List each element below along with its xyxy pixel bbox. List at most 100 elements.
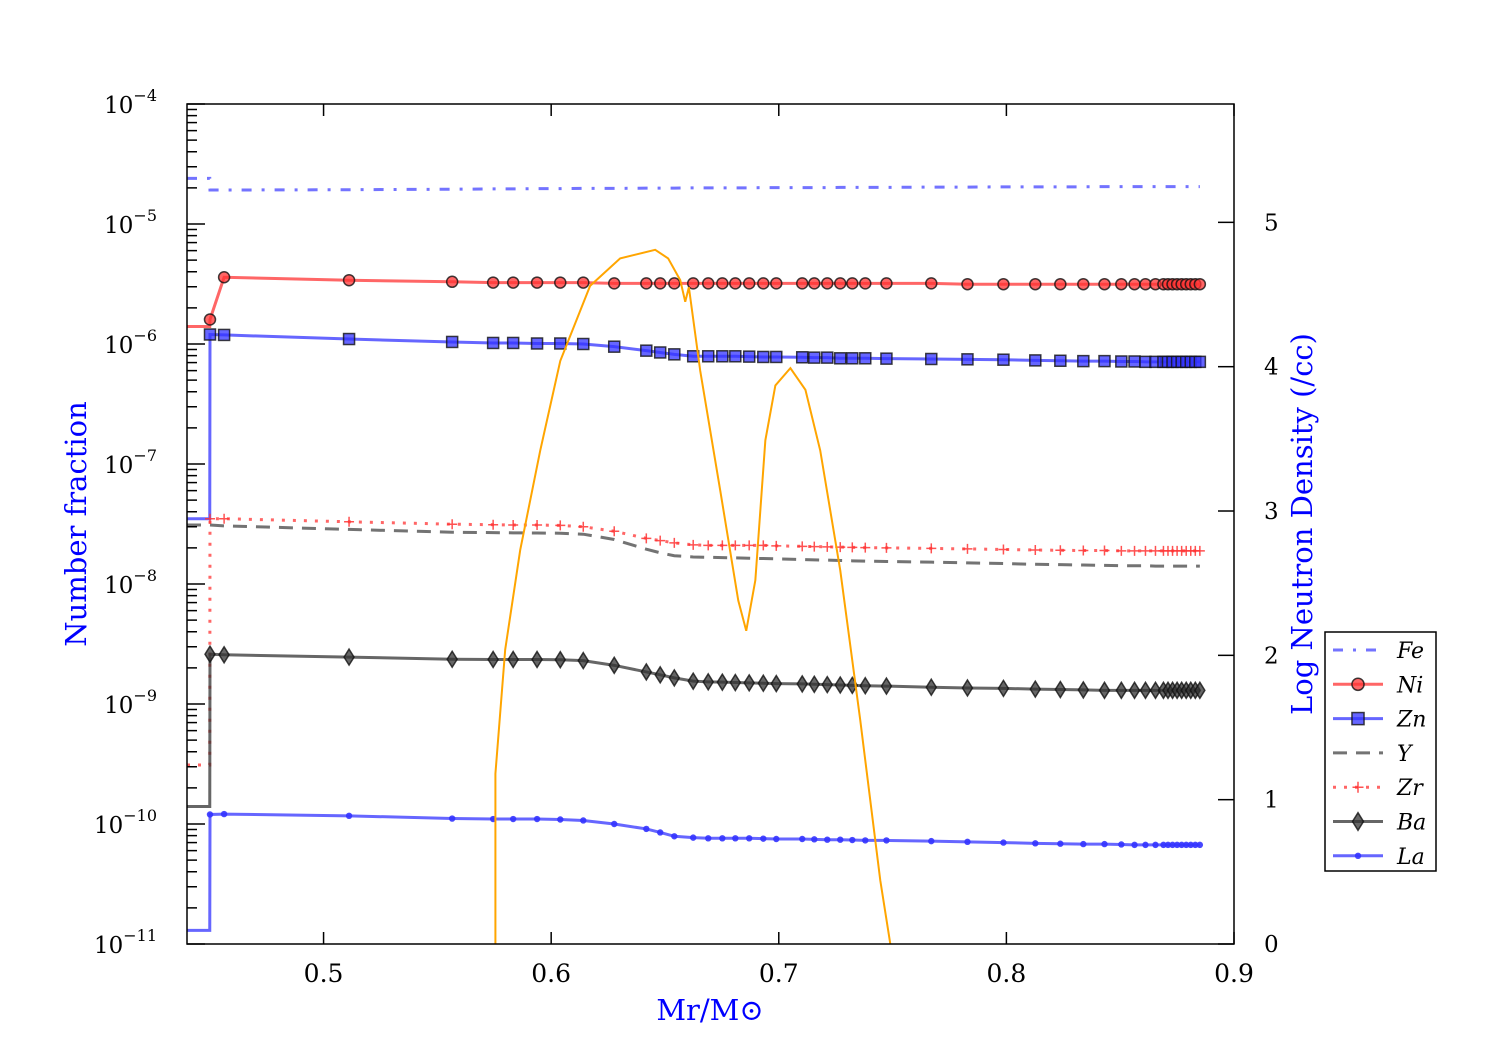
x-tick-label: 0.8 [987, 959, 1027, 988]
legend-marker [1352, 781, 1364, 793]
y-tick-label: 10−7 [104, 446, 157, 479]
tick-labels: 0.5 0.6 0.7 0.8 0.9 10−4 10−5 10−6 10−7 10−8 10−9 1… [94, 86, 1279, 988]
data-point-ba [925, 677, 938, 697]
data-point-zr [532, 520, 543, 531]
data-point-ni [833, 277, 847, 290]
data-point-zr [204, 513, 215, 524]
legend-label: Zr [1396, 776, 1424, 801]
data-point-ba [487, 650, 500, 669]
data-point-zn [640, 344, 653, 357]
data-point-zn [1128, 355, 1141, 368]
data-point-la [656, 829, 664, 836]
data-point-zn [653, 346, 667, 359]
data-point-zr [609, 526, 620, 537]
data-point-ba [554, 650, 567, 670]
data-point-ba [808, 674, 821, 694]
data-point-zr [669, 537, 680, 548]
data-point-zn [701, 350, 715, 363]
legend-item-ni: Ni [1333, 673, 1423, 698]
data-point-ni [1098, 277, 1111, 291]
data-point-la [928, 837, 935, 845]
legend-item-fe: Fe [1333, 639, 1424, 664]
series-markers [203, 270, 1207, 849]
data-point-la [837, 836, 844, 843]
data-point-ba [446, 649, 459, 669]
data-point-zr [809, 541, 820, 552]
data-point-la [773, 835, 780, 843]
data-point-zn [961, 353, 974, 366]
data-point-ba [1098, 680, 1111, 700]
data-point-zr [555, 520, 566, 531]
data-point-ni [1029, 277, 1042, 291]
legend: Fe Ni Zn Y Zr Ba La [1324, 631, 1437, 872]
data-point-ni [1128, 277, 1141, 291]
data-point-la [206, 811, 214, 818]
data-point-ni [742, 277, 756, 290]
data-point-ni [770, 277, 783, 290]
data-point-la [611, 820, 618, 828]
data-point-ba [218, 645, 230, 665]
data-point-zr [1140, 545, 1151, 556]
data-point-ni [961, 277, 974, 291]
data-point-zn [770, 350, 783, 364]
data-point-la [799, 835, 806, 843]
data-point-ba [961, 678, 974, 698]
data-point-ni [1193, 277, 1207, 291]
data-point-ba [821, 675, 834, 695]
data-point-la [557, 816, 564, 823]
data-point-ba [796, 674, 809, 694]
legend-item-zn: Zn [1333, 708, 1426, 733]
data-point-ni [808, 277, 821, 290]
legend-item-ba: Ba [1333, 811, 1426, 836]
data-point-la [964, 838, 971, 846]
data-point-zn [821, 351, 834, 364]
data-point-la [1131, 841, 1138, 849]
data-point-zn [846, 352, 859, 365]
data-point-la [811, 836, 818, 843]
y-tick-label: 10−5 [104, 206, 157, 239]
data-point-la [1101, 840, 1108, 848]
data-point-ni [859, 277, 872, 290]
data-point-la [745, 835, 753, 842]
data-point-zr [1030, 545, 1041, 556]
data-point-zn [833, 352, 847, 365]
data-point-la [1000, 839, 1007, 846]
data-point-ni [607, 277, 621, 290]
data-point-zn [716, 350, 729, 363]
data-point-zr [881, 542, 892, 553]
data-point-zn [203, 328, 217, 341]
data-point-zr [962, 543, 973, 554]
data-point-la [1183, 841, 1190, 849]
data-point-zn [859, 352, 872, 365]
x-tick-label: 0.5 [304, 959, 344, 988]
data-point-zr [1129, 545, 1140, 556]
data-point-zn [1029, 354, 1042, 367]
data-point-zr [1078, 545, 1089, 556]
data-point-zn [607, 340, 621, 353]
y-tick-label: 10−6 [104, 326, 157, 359]
data-point-ba [716, 672, 729, 692]
data-point-zn [742, 350, 756, 363]
x-tick-label: 0.6 [531, 959, 571, 988]
data-point-zn [486, 336, 500, 350]
data-point-ni [757, 277, 770, 290]
data-point-ni [530, 276, 544, 289]
y2-tick-label: 5 [1264, 210, 1279, 236]
data-point-la [1032, 840, 1039, 847]
data-point-la [883, 837, 890, 844]
data-point-la [671, 833, 678, 840]
data-point-la [580, 817, 587, 824]
data-point-ni [701, 277, 715, 290]
data-point-la [220, 810, 228, 818]
data-point-la [690, 834, 697, 841]
data-point-la [1196, 841, 1204, 849]
data-point-ni [846, 277, 859, 290]
data-point-ba [997, 678, 1010, 698]
data-point-la [705, 835, 712, 842]
data-point-ba [640, 662, 653, 682]
data-point-zr [508, 520, 519, 531]
legend-marker [1354, 852, 1362, 859]
x-tick-label: 0.9 [1214, 959, 1254, 988]
legend-label: La [1396, 845, 1425, 870]
data-point-ba [880, 676, 893, 696]
